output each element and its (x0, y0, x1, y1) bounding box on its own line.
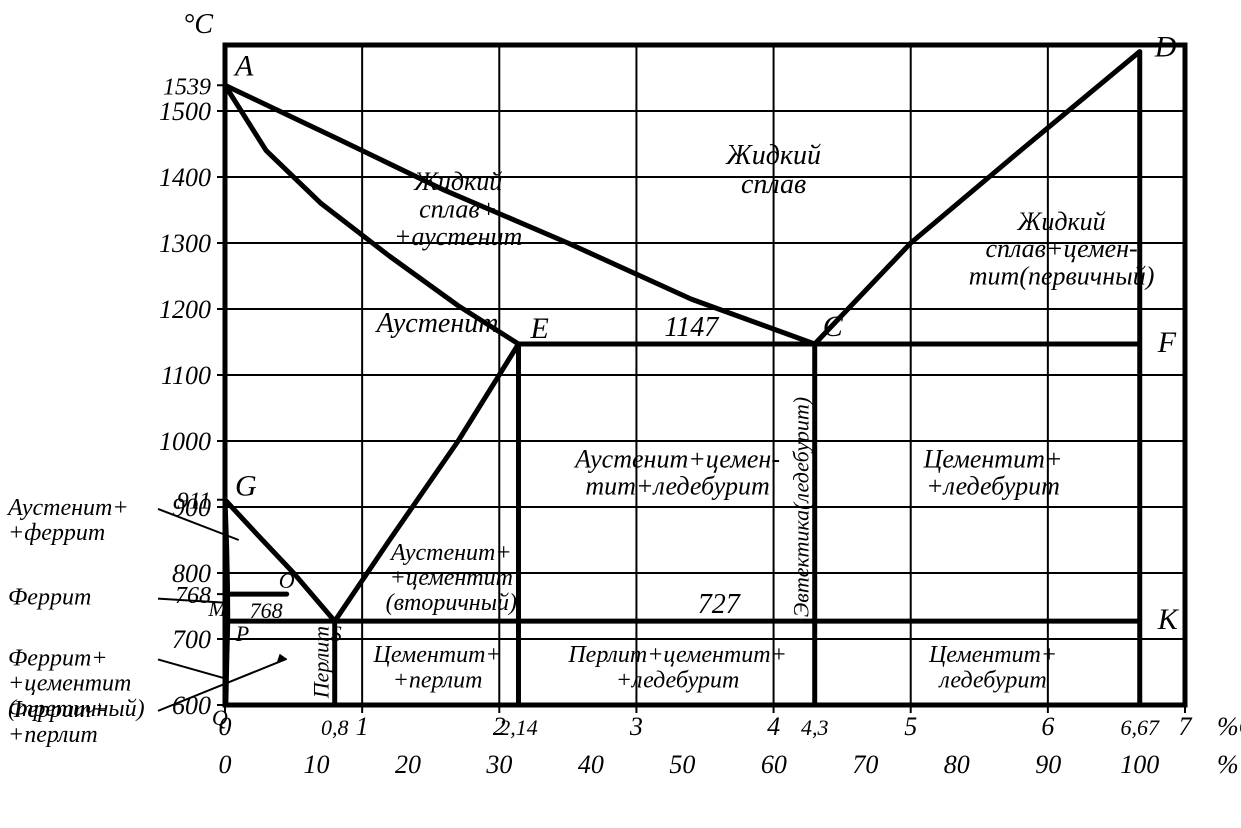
y-tick-700: 700 (172, 625, 211, 654)
xc-tick-6,67: 6,67 (1120, 715, 1160, 740)
point-label-Q: Q (212, 705, 228, 730)
xfe-tick-60: 60 (761, 750, 787, 779)
y-tick-1300: 1300 (159, 229, 211, 258)
region-cem_led_upper: Цементит++ледебурит (923, 444, 1063, 500)
xfe-tick-40: 40 (578, 750, 604, 779)
y-tick-1400: 1400 (159, 163, 211, 192)
x-axis-c-unit: %C (1217, 712, 1241, 741)
y-tick-1200: 1200 (159, 295, 211, 324)
xfe-tick-80: 80 (944, 750, 970, 779)
point-label-D: D (1154, 31, 1177, 64)
xc-tick-4,3: 4,3 (801, 715, 829, 740)
y-tick-911: 911 (177, 489, 211, 515)
point-label-P: P (235, 621, 249, 646)
point-label-A: A (233, 49, 254, 82)
point-label-M: M (207, 596, 228, 621)
xfe-tick-10: 10 (303, 750, 329, 779)
region-austenite: Аустенит (375, 308, 499, 339)
point-label-E: E (529, 312, 548, 345)
xc-tick-5: 5 (904, 712, 917, 741)
phase-diagram: °C60070076880090091110001100120013001400… (0, 0, 1241, 828)
xfe-tick-50: 50 (669, 750, 695, 779)
xc-tick-7: 7 (1179, 712, 1193, 741)
xc-tick-3: 3 (629, 712, 643, 741)
y-tick-1500: 1500 (159, 97, 211, 126)
xfe-tick-100: 100 (1120, 750, 1159, 779)
curve-PQ (226, 621, 228, 705)
vlabel-eutectic: Эвтектика(ледебурит) (789, 397, 814, 617)
xfe-tick-20: 20 (395, 750, 421, 779)
region-aust_cem_led: Аустенит+цемен-тит+ледебурит (573, 444, 780, 500)
xc-tick-0,8: 0,8 (321, 715, 349, 740)
point-label-S: S (331, 621, 342, 646)
xfe-tick-0: 0 (219, 750, 232, 779)
xfe-tick-90: 90 (1035, 750, 1061, 779)
point-label-F: F (1157, 326, 1177, 359)
region-cem_perl: Цементит++перлит (373, 642, 502, 693)
y-tick-600: 600 (172, 691, 211, 720)
point-label-O: O (279, 568, 295, 593)
point-label-G: G (235, 470, 257, 503)
xc-tick-6: 6 (1041, 712, 1054, 741)
label-768: 768 (250, 598, 283, 623)
xc-tick-4: 4 (767, 712, 780, 741)
side-label-ferrite: Феррит (8, 585, 91, 611)
y-tick-800: 800 (172, 559, 211, 588)
side-label-ferr_perl: Феррит++перлит (8, 697, 107, 748)
y-tick-1100: 1100 (161, 361, 211, 390)
xc-tick-2,14: 2,14 (499, 715, 538, 740)
point-label-K: K (1157, 603, 1180, 636)
xc-tick-1: 1 (356, 712, 369, 741)
label-1147: 1147 (664, 312, 719, 343)
y-tick-1000: 1000 (159, 427, 211, 456)
point-label-C: C (823, 310, 844, 343)
xfe-tick-70: 70 (852, 750, 878, 779)
y-axis-unit: °C (183, 9, 213, 40)
region-cem_led_lower: Цементит+ледебурит (928, 642, 1057, 693)
y-tick-1539: 1539 (163, 74, 211, 100)
region-aust_cem2: Аустенит++цементит(вторичный) (386, 540, 517, 616)
xfe-tick-30: 30 (485, 750, 512, 779)
label-727: 727 (698, 589, 741, 620)
